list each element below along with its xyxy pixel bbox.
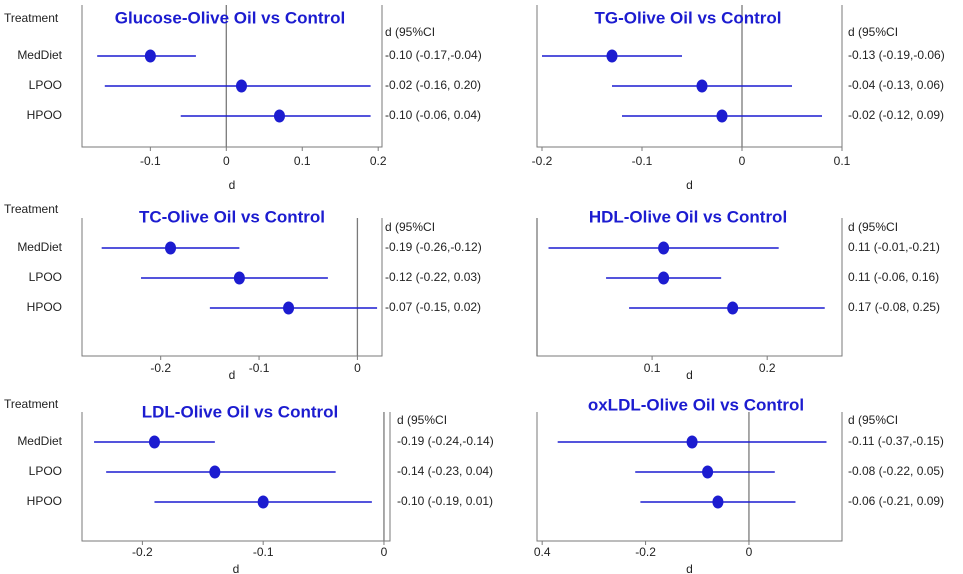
plot-frame — [536, 5, 843, 148]
x-tick-label: -0.1 — [249, 361, 270, 375]
treatment-header: Treatment — [4, 11, 59, 25]
ci-value-text: -0.19 (-0.26,-0.12) — [385, 240, 482, 254]
forest-panel-6: oxLDL-Olive Oil vs Control d (95%CI -0.11 … — [534, 395, 944, 574]
ci-column-header: d (95%CI — [397, 413, 447, 427]
ci-value-text: 0.11 (-0.06, 0.16) — [848, 270, 939, 284]
ci-value-text: -0.11 (-0.37,-0.15) — [848, 434, 944, 448]
effect-size-point — [235, 79, 247, 93]
x-tick-label: -0.2 — [150, 361, 171, 375]
x-tick-label: 0.2 — [759, 361, 776, 375]
ci-value-text: -0.13 (-0.19,-0.06) — [848, 48, 945, 62]
effect-size-point — [702, 465, 714, 479]
effect-size-point — [727, 301, 739, 315]
x-tick-label: -0.1 — [253, 545, 274, 559]
row-label: MedDiet — [17, 240, 62, 254]
x-axis-label: d — [686, 368, 693, 382]
x-tick-label: -0.1 — [140, 154, 161, 168]
ci-value-text: -0.08 (-0.22, 0.05) — [848, 464, 944, 478]
effect-size-point — [686, 435, 698, 449]
chart-title: TC-Olive Oil vs Control — [139, 207, 325, 226]
x-axis-label: d — [229, 178, 236, 192]
effect-size-point — [148, 435, 160, 449]
x-tick-label: 0 — [223, 154, 230, 168]
chart-title: TG-Olive Oil vs Control — [594, 8, 781, 27]
plot-frame — [536, 218, 843, 357]
effect-size-point — [658, 241, 670, 255]
ci-value-text: 0.17 (-0.08, 0.25) — [848, 300, 940, 314]
effect-size-point — [712, 495, 724, 509]
ci-value-text: -0.04 (-0.13, 0.06) — [848, 78, 944, 92]
row-label: HPOO — [27, 494, 62, 508]
effect-size-point — [716, 109, 728, 123]
treatment-header: Treatment — [4, 202, 59, 216]
ci-value-text: -0.02 (-0.16, 0.20) — [385, 78, 481, 92]
effect-size-point — [144, 49, 156, 63]
forest-panel-2: TG-Olive Oil vs Control d (95%CI -0.13 (-0… — [532, 5, 945, 192]
ci-column-header: d (95%CI — [848, 413, 898, 427]
x-axis-label: d — [229, 368, 236, 382]
x-tick-label: 0 — [354, 361, 361, 375]
plot-frame — [536, 412, 843, 542]
row-label: HPOO — [27, 108, 62, 122]
chart-title: Glucose-Olive Oil vs Control — [115, 8, 346, 27]
x-tick-label: 0 — [746, 545, 753, 559]
row-label: LPOO — [29, 464, 62, 478]
row-label: LPOO — [29, 270, 62, 284]
ci-value-text: -0.10 (-0.06, 0.04) — [385, 108, 481, 122]
x-tick-label: -0.2 — [132, 545, 153, 559]
ci-value-text: -0.10 (-0.17,-0.04) — [385, 48, 482, 62]
x-tick-label: 0 — [739, 154, 746, 168]
effect-size-point — [233, 271, 245, 285]
row-label: HPOO — [27, 300, 62, 314]
ci-value-text: -0.07 (-0.15, 0.02) — [385, 300, 481, 314]
row-label: MedDiet — [17, 434, 62, 448]
effect-size-point — [165, 241, 177, 255]
plot-frame — [81, 218, 383, 357]
forest-panel-5: LDL-Olive Oil vs Control Treatment d (95%C… — [4, 397, 494, 574]
effect-size-point — [658, 271, 670, 285]
row-label: MedDiet — [17, 48, 62, 62]
x-axis-label: d — [233, 562, 240, 574]
row-label: LPOO — [29, 78, 62, 92]
ci-value-text: 0.11 (-0.01,-0.21) — [848, 240, 940, 254]
chart-title: LDL-Olive Oil vs Control — [142, 402, 338, 421]
plot-frame — [81, 5, 383, 148]
effect-size-point — [283, 301, 295, 315]
ci-value-text: -0.19 (-0.24,-0.14) — [397, 434, 494, 448]
treatment-header: Treatment — [4, 397, 59, 411]
chart-title: oxLDL-Olive Oil vs Control — [588, 395, 804, 414]
x-tick-label: -0.2 — [532, 154, 553, 168]
forest-panel-1: Glucose-Olive Oil vs Control Treatment d (… — [4, 5, 482, 192]
ci-column-header: d (95%CI — [385, 25, 435, 39]
forest-panel-3: TC-Olive Oil vs Control Treatment d (95%CI… — [4, 202, 482, 382]
effect-size-point — [209, 465, 221, 479]
x-tick-label: -0.2 — [635, 545, 656, 559]
ci-column-header: d (95%CI — [848, 25, 898, 39]
ci-column-header: d (95%CI — [385, 220, 435, 234]
forest-panel-4: HDL-Olive Oil vs Control d (95%CI 0.11 (-0… — [536, 207, 940, 382]
effect-size-point — [273, 109, 285, 123]
ci-column-header: d (95%CI — [848, 220, 898, 234]
x-tick-label: 0.1 — [294, 154, 311, 168]
ci-value-text: -0.02 (-0.12, 0.09) — [848, 108, 944, 122]
effect-size-point — [257, 495, 269, 509]
x-tick-label: 0.1 — [834, 154, 851, 168]
x-axis-label: d — [686, 562, 693, 574]
chart-title: HDL-Olive Oil vs Control — [589, 207, 787, 226]
x-tick-label: 0.1 — [644, 361, 661, 375]
effect-size-point — [606, 49, 618, 63]
ci-value-text: -0.12 (-0.22, 0.03) — [385, 270, 481, 284]
plot-frame — [81, 412, 391, 542]
ci-value-text: -0.06 (-0.21, 0.09) — [848, 494, 944, 508]
x-tick-label: 0.4 — [534, 545, 551, 559]
x-tick-label: 0 — [381, 545, 388, 559]
x-axis-label: d — [686, 178, 693, 192]
x-tick-label: 0.2 — [370, 154, 387, 168]
effect-size-point — [696, 79, 708, 93]
ci-value-text: -0.10 (-0.19, 0.01) — [397, 494, 493, 508]
ci-value-text: -0.14 (-0.23, 0.04) — [397, 464, 493, 478]
x-tick-label: -0.1 — [632, 154, 653, 168]
